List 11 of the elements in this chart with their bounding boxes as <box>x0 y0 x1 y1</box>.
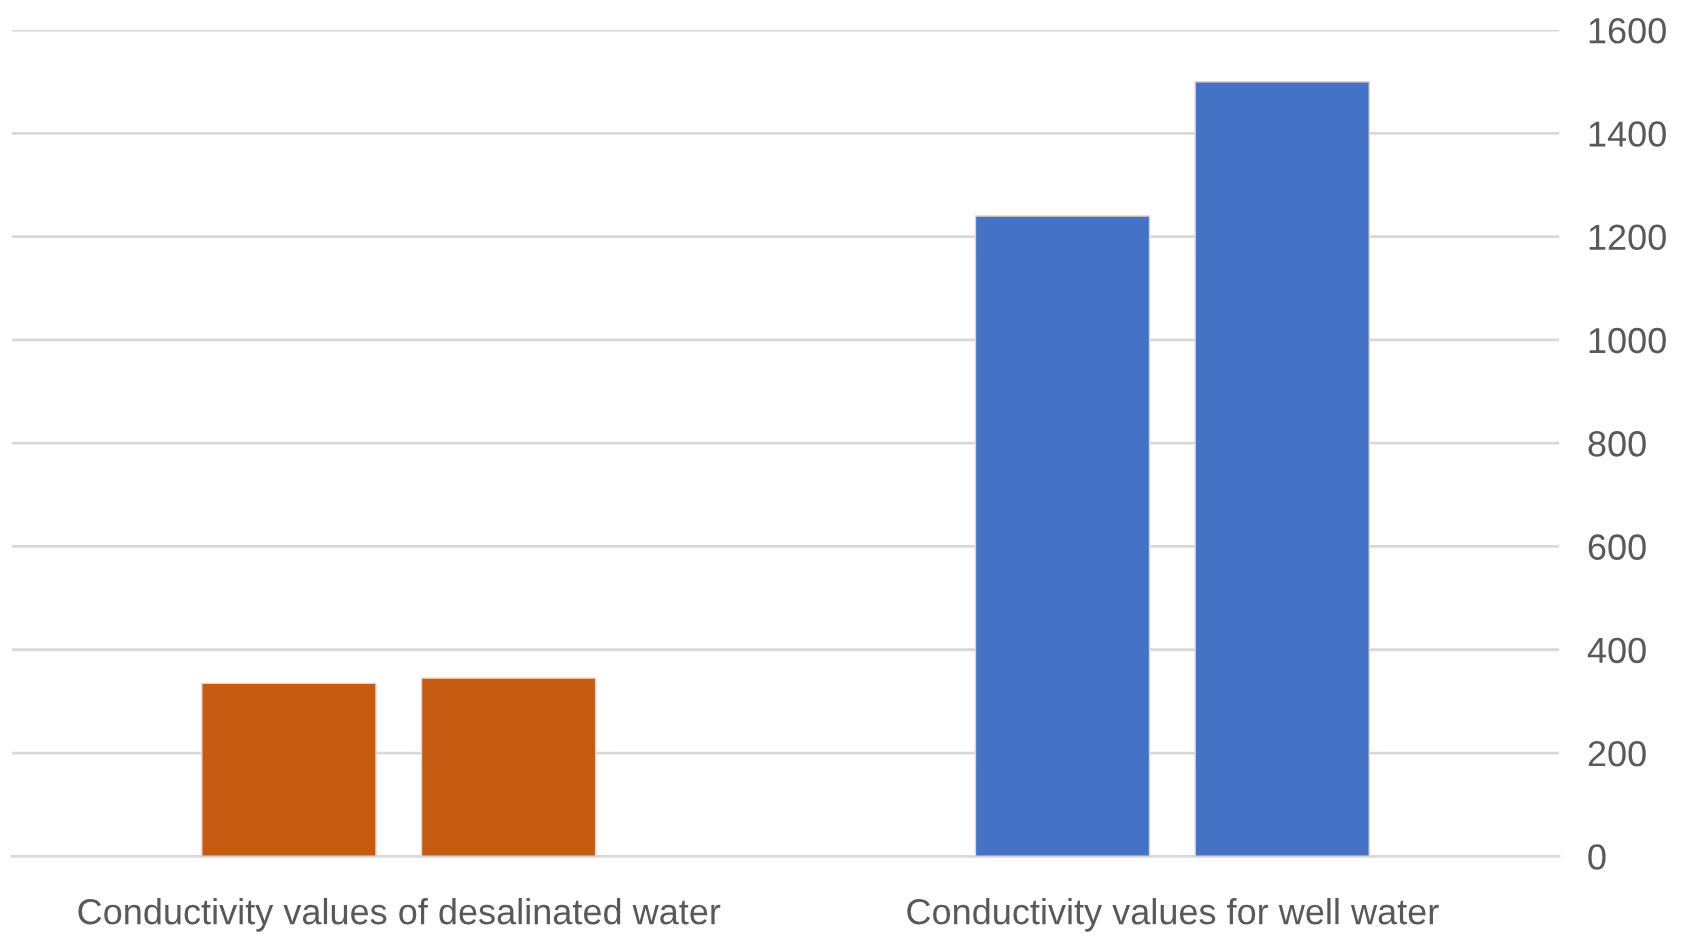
y-tick-label: 1200 <box>1589 224 1666 251</box>
y-tick-label: 400 <box>1587 637 1646 664</box>
y-tick-label: 1600 <box>1589 17 1666 44</box>
y-tick-label: 1000 <box>1589 327 1666 354</box>
y-tick-label: 200 <box>1588 740 1646 767</box>
y-tick-label: 0 <box>1588 844 1606 870</box>
x-tick-label: Conductivity values of desalinated water <box>78 897 721 932</box>
y-tick-label: 800 <box>1588 431 1646 457</box>
x-tick-label: Conductivity values for well water <box>907 897 1439 932</box>
y-tick-label: 1400 <box>1589 121 1666 147</box>
y-tick-label: 600 <box>1588 534 1646 560</box>
